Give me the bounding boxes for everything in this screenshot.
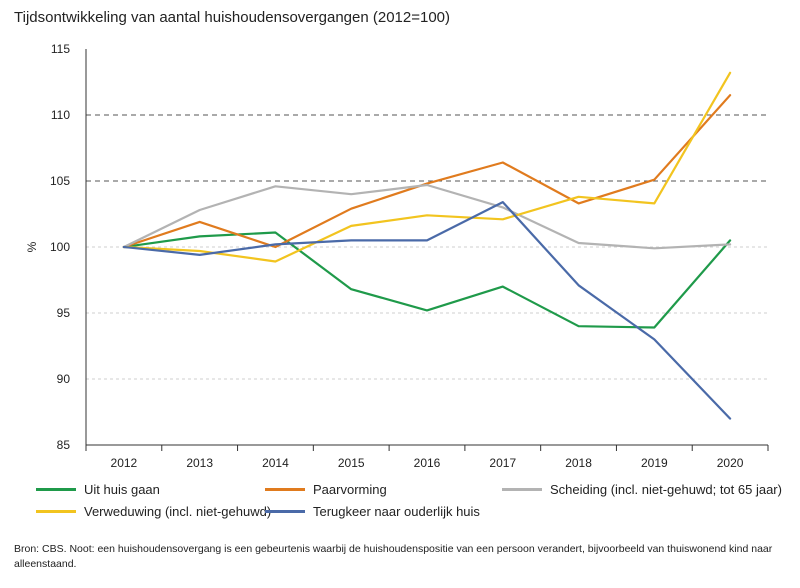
y-tick-label: 115	[51, 42, 70, 56]
tick-labels: 85 90 95 100 105 110 115% 2012 2013 2014 2015 2016 2…	[25, 42, 744, 470]
chart-title: Tijdsontwikkeling van aantal huishoudens…	[14, 9, 450, 26]
x-tick-label: 2015	[338, 456, 365, 470]
axes	[85, 49, 769, 451]
y-tick-label: 110	[51, 108, 70, 122]
y-tick-label: 95	[57, 306, 71, 320]
y-tick-label: 100	[50, 240, 70, 254]
series-line-uit	[122, 231, 732, 329]
x-tick-label: 2017	[489, 456, 516, 470]
series-line-scheiding	[122, 183, 732, 250]
series-line-verweduwing	[122, 71, 732, 263]
x-tick-label: 2014	[262, 456, 289, 470]
x-tick-label: 2013	[186, 456, 213, 470]
y-tick-label: 85	[57, 438, 71, 452]
x-tick-label: 2018	[565, 456, 592, 470]
x-tick-label: 2012	[111, 456, 138, 470]
series-line-terugkeer	[122, 201, 732, 420]
x-tick-label: 2020	[717, 456, 744, 470]
series-line-paarvorming	[122, 94, 732, 249]
x-tick-label: 2019	[641, 456, 668, 470]
gridlines	[86, 114, 768, 380]
series-lines	[122, 71, 732, 420]
y-axis-label: %	[25, 241, 39, 252]
y-tick-label: 105	[50, 174, 70, 188]
x-tick-label: 2016	[414, 456, 441, 470]
y-tick-label: 90	[57, 372, 71, 386]
source-note: Bron: CBS. Noot: een huishoudensovergang…	[14, 543, 773, 570]
